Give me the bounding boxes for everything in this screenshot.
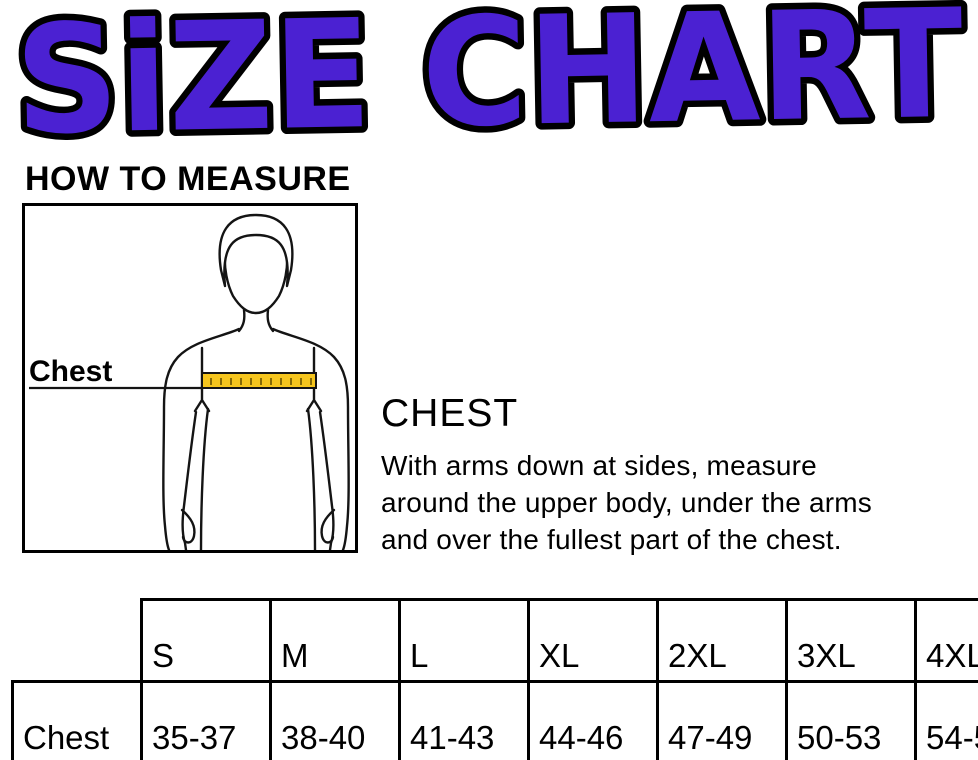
size-column-header: 3XL [785, 598, 917, 683]
chest-size-value: 41-43 [398, 680, 530, 760]
measurement-figure-box: Chest [22, 203, 358, 553]
chest-size-value: 50-53 [785, 680, 917, 760]
chest-label: Chest [29, 355, 112, 388]
instructions-heading: CHEST [381, 392, 519, 435]
neck-left-line [237, 308, 246, 333]
instructions-line: around the upper body, under the arms [381, 487, 872, 518]
right-shoulder-arm-outline [271, 327, 350, 550]
page-title: SiZE CHART [7, 0, 971, 175]
right-thumb-line [320, 508, 336, 544]
chest-size-value: 54-57 [914, 680, 978, 760]
size-column-header: 2XL [656, 598, 788, 683]
size-column-header: L [398, 598, 530, 683]
size-column-header: M [269, 598, 401, 683]
size-column-header: S [140, 598, 272, 683]
tape-tick-marks [210, 378, 312, 385]
how-to-measure-heading: HOW TO MEASURE [25, 160, 351, 198]
measuring-tape [201, 372, 317, 389]
hair-outline [218, 213, 294, 288]
size-column-header: XL [527, 598, 659, 683]
chest-size-value: 44-46 [527, 680, 659, 760]
right-torso-line [306, 407, 317, 550]
left-thumb-line [180, 508, 196, 544]
size-column-header: 4XL [914, 598, 978, 683]
left-torso-line [199, 407, 210, 550]
corner-cell [12, 599, 143, 683]
size-table: S M L XL 2XL 3XL 4XL Chest 35-37 38-40 4… [11, 598, 978, 760]
chest-size-value: 35-37 [140, 680, 272, 760]
chest-measurement-row: Chest 35-37 38-40 41-43 44-46 47-49 50-5… [11, 680, 978, 760]
chest-row-label: Chest [11, 680, 143, 760]
instructions-line: and over the fullest part of the chest. [381, 524, 842, 555]
instructions-text: With arms down at sides, measure around … [381, 447, 872, 558]
body-illustration: Chest [29, 213, 350, 550]
chest-size-value: 47-49 [656, 680, 788, 760]
size-header-row: S M L XL 2XL 3XL 4XL [12, 598, 978, 683]
neck-right-line [266, 308, 275, 333]
page-title-text: SiZE CHART [14, 0, 965, 168]
left-shoulder-arm-outline [162, 327, 241, 550]
instructions-line: With arms down at sides, measure [381, 450, 817, 481]
chest-size-value: 38-40 [269, 680, 401, 760]
